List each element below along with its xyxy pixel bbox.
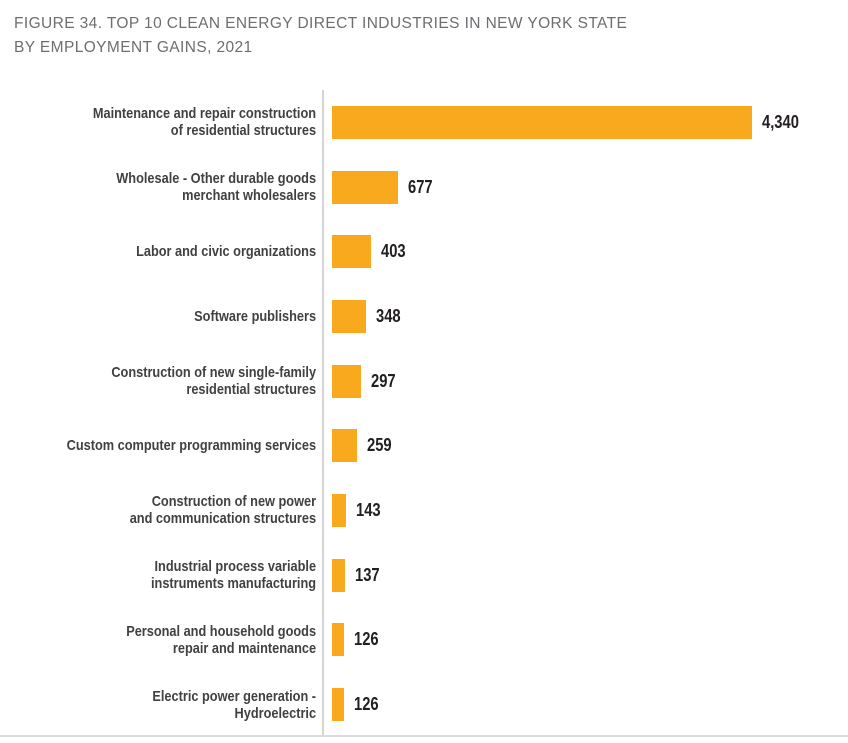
chart-row: Construction of new single-family residen… xyxy=(0,349,848,414)
plot-area: 126 xyxy=(322,672,848,737)
plot-area: 403 xyxy=(322,219,848,284)
bar xyxy=(332,493,346,527)
plot-area: 348 xyxy=(322,284,848,349)
value-label: 297 xyxy=(370,370,396,391)
bar xyxy=(332,429,358,463)
category-label: Personal and household goods repair and m… xyxy=(126,622,317,657)
value-label: 259 xyxy=(367,435,392,456)
chart-row: Industrial process variable instruments m… xyxy=(0,543,848,608)
category-label: Wholesale - Other durable goods merchant … xyxy=(116,170,317,205)
value-label: 403 xyxy=(381,241,406,262)
value-label: 126 xyxy=(354,629,379,650)
chart-row: Electric power generation - Hydroelectric… xyxy=(0,672,848,737)
bar xyxy=(332,235,371,269)
bar xyxy=(332,170,398,204)
category-label: Labor and civic organizations xyxy=(136,243,317,261)
plot-area: 259 xyxy=(322,413,848,478)
value-label: 348 xyxy=(375,305,401,326)
figure-title: FIGURE 34. TOP 10 CLEAN ENERGY DIRECT IN… xyxy=(14,12,627,60)
value-label: 677 xyxy=(407,176,433,197)
category-label: Software publishers xyxy=(194,307,317,325)
plot-area: 137 xyxy=(322,543,848,608)
value-label: 126 xyxy=(354,694,379,715)
figure-title-line2: BY EMPLOYMENT GAINS, 2021 xyxy=(14,39,253,56)
bar xyxy=(332,364,361,398)
chart-row: Construction of new power and communicati… xyxy=(0,478,848,543)
chart-row: Maintenance and repair construction of re… xyxy=(0,90,848,155)
value-label: 4,340 xyxy=(762,111,799,132)
figure-title-line1: FIGURE 34. TOP 10 CLEAN ENERGY DIRECT IN… xyxy=(14,15,628,32)
bar xyxy=(332,688,345,722)
category-label: Construction of new single-family residen… xyxy=(111,364,317,399)
bar-chart: Maintenance and repair construction of re… xyxy=(0,90,848,737)
plot-area: 143 xyxy=(322,478,848,543)
plot-area: 297 xyxy=(322,349,848,414)
category-label: Electric power generation - Hydroelectric xyxy=(152,687,317,722)
plot-area: 126 xyxy=(322,608,848,673)
value-label: 143 xyxy=(355,499,381,520)
bar xyxy=(332,105,752,139)
bar xyxy=(332,623,345,657)
plot-area: 677 xyxy=(322,155,848,220)
y-axis-line xyxy=(322,90,324,736)
bar xyxy=(332,299,366,333)
category-label: Construction of new power and communicati… xyxy=(129,493,317,528)
category-label: Maintenance and repair construction of re… xyxy=(92,105,317,140)
chart-row: Software publishers 348 xyxy=(0,284,848,349)
chart-row: Wholesale - Other durable goods merchant … xyxy=(0,155,848,220)
category-label: Industrial process variable instruments m… xyxy=(150,558,317,593)
category-label: Custom computer programming services xyxy=(66,437,317,455)
chart-row: Labor and civic organizations 403 xyxy=(0,219,848,284)
value-label: 137 xyxy=(355,564,380,585)
chart-row: Custom computer programming services 259 xyxy=(0,413,848,478)
bar xyxy=(332,558,346,592)
chart-row: Personal and household goods repair and m… xyxy=(0,608,848,673)
bottom-rule xyxy=(0,735,848,737)
plot-area: 4,340 xyxy=(322,90,848,155)
